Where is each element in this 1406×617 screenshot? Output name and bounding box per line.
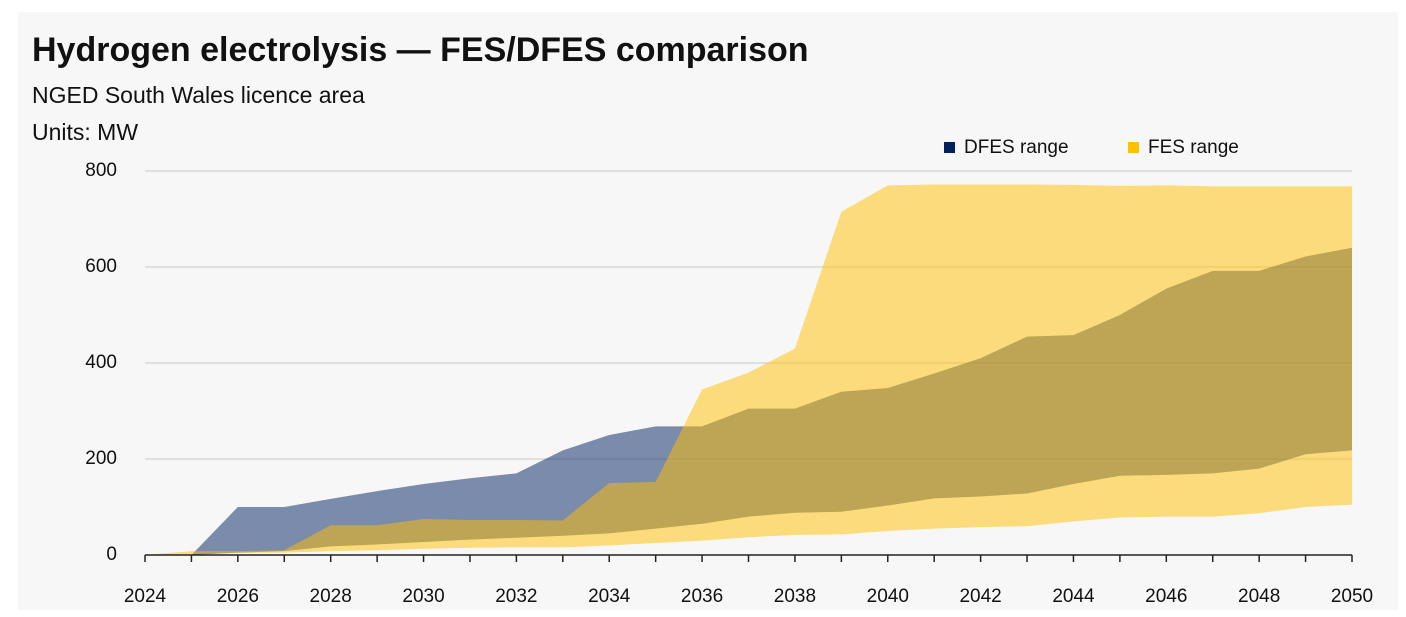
- x-tick-label: 2028: [310, 586, 352, 607]
- x-tick-label: 2046: [1145, 586, 1187, 607]
- x-tick-label: 2030: [402, 586, 444, 607]
- x-tick-label: 2024: [124, 586, 167, 607]
- legend-label: DFES range: [964, 137, 1069, 158]
- y-tick-label: 200: [85, 448, 117, 469]
- range-area: [145, 184, 1352, 555]
- x-tick-label: 2032: [495, 586, 537, 607]
- legend-label: FES range: [1148, 137, 1239, 158]
- x-tick-label: 2044: [1052, 586, 1095, 607]
- y-tick-label: 0: [106, 544, 117, 565]
- x-tick-label: 2038: [774, 586, 816, 607]
- chart-subtitle: NGED South Wales licence area: [32, 82, 365, 108]
- x-tick-label: 2040: [867, 586, 909, 607]
- chart-title: Hydrogen electrolysis — FES/DFES compari…: [32, 31, 809, 69]
- x-tick-label: 2050: [1331, 586, 1373, 607]
- units-label: Units: MW: [32, 119, 138, 145]
- legend-swatch: [1128, 142, 1139, 153]
- x-tick-label: 2048: [1238, 586, 1280, 607]
- x-tick-label: 2026: [217, 586, 259, 607]
- x-tick-label: 2036: [681, 586, 723, 607]
- x-tick-label: 2034: [588, 586, 631, 607]
- y-tick-label: 800: [85, 160, 117, 181]
- x-tick-label: 2042: [959, 586, 1001, 607]
- legend-swatch: [944, 142, 955, 153]
- y-tick-label: 600: [85, 256, 117, 277]
- y-tick-label: 400: [85, 352, 117, 373]
